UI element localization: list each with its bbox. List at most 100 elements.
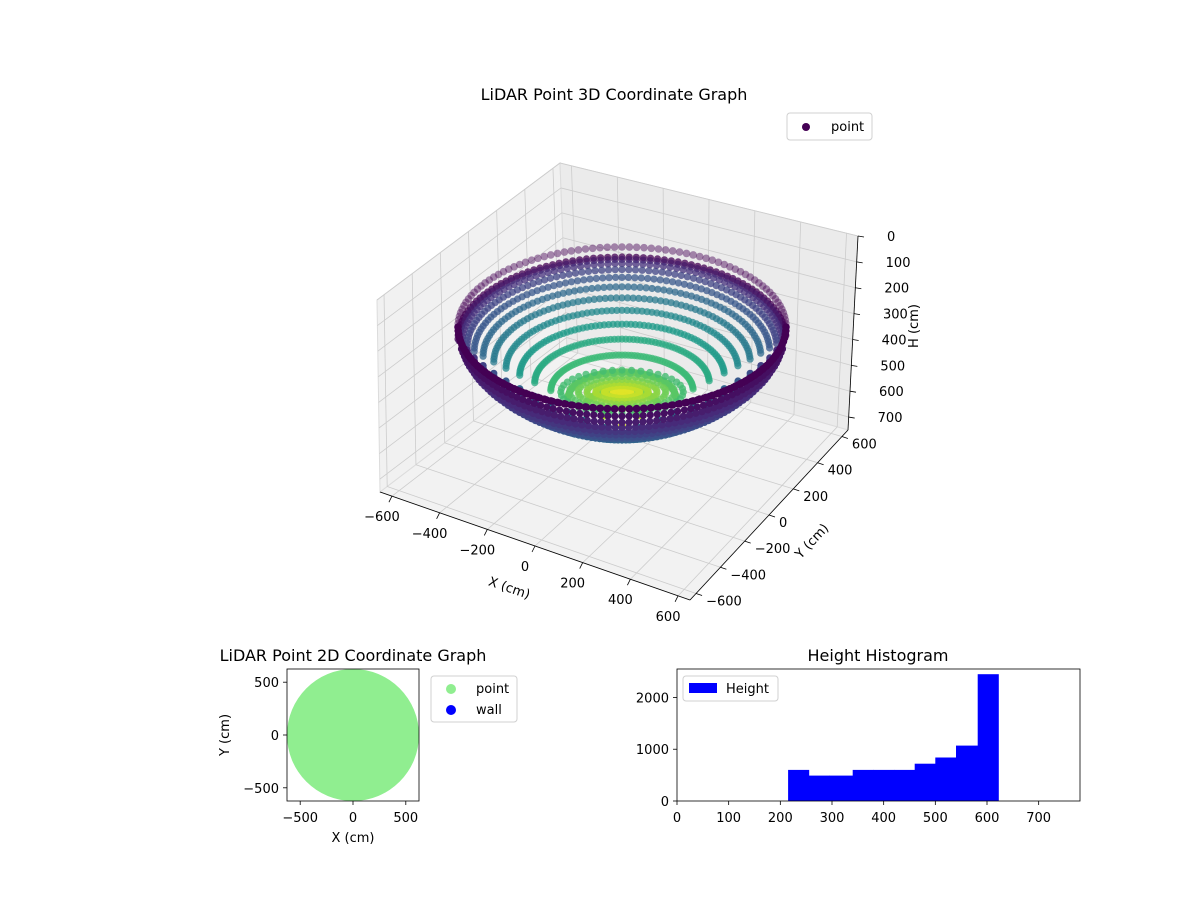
bowl-point bbox=[597, 260, 605, 268]
histogram-bar bbox=[956, 745, 979, 801]
bowl-point bbox=[604, 260, 612, 268]
bowl-rim-point bbox=[567, 247, 576, 255]
bowl-point bbox=[583, 261, 592, 270]
bowl-rim-point bbox=[755, 279, 763, 287]
bowl-rim-point bbox=[647, 403, 656, 412]
bowl-point bbox=[644, 274, 652, 283]
bowl-point bbox=[569, 408, 577, 416]
bowl-point bbox=[611, 260, 619, 268]
bowl-point bbox=[757, 349, 765, 357]
bowl-rim-point bbox=[574, 402, 583, 410]
tick-x bbox=[388, 495, 393, 503]
bowl-point bbox=[599, 274, 607, 282]
bowl-rim-point bbox=[603, 404, 612, 413]
bowl-point bbox=[604, 418, 612, 426]
tick-x bbox=[579, 562, 584, 569]
bowl-point bbox=[562, 407, 570, 415]
tick-label-z: 0 bbox=[887, 230, 895, 245]
bowl-rim-point bbox=[477, 282, 486, 290]
bowl-point bbox=[583, 416, 592, 425]
bowl-point bbox=[571, 269, 580, 277]
bowl-point bbox=[559, 289, 567, 297]
bowl-point bbox=[618, 273, 626, 281]
bowl-point bbox=[673, 414, 681, 422]
bowl-rim-point bbox=[553, 398, 562, 407]
bowl-point bbox=[576, 286, 584, 294]
bowl-point bbox=[636, 283, 644, 291]
bowl-point bbox=[586, 275, 594, 283]
bowl-rim-point bbox=[702, 254, 710, 263]
bowl-point bbox=[567, 278, 576, 286]
bowl-point bbox=[590, 368, 598, 377]
histogram-bar bbox=[935, 757, 957, 801]
tick-label-z: 300 bbox=[883, 308, 908, 323]
bowl-point bbox=[686, 267, 694, 275]
histogram-title: Height Histogram bbox=[808, 646, 949, 665]
point-region bbox=[287, 669, 419, 801]
bowl-point bbox=[632, 260, 640, 268]
bowl-point bbox=[695, 276, 704, 284]
grid-z-wall bbox=[376, 162, 561, 301]
plot-2d-ylabel: Y (cm) bbox=[218, 714, 233, 757]
bowl-point bbox=[651, 296, 659, 304]
bowl-rim-point bbox=[574, 246, 583, 254]
bowl-rim-point bbox=[454, 323, 462, 331]
bowl-rim-point bbox=[714, 389, 723, 398]
bowl-rim-point bbox=[458, 305, 466, 314]
bowl-rim-point bbox=[618, 243, 626, 251]
bowl-point bbox=[704, 272, 712, 280]
bowl-rim-point bbox=[567, 401, 576, 409]
tick-y bbox=[695, 593, 703, 596]
bowl-rim-point bbox=[481, 279, 489, 287]
bowl-rim-point bbox=[510, 263, 518, 271]
bowl-point bbox=[570, 287, 579, 295]
bowl-rim-point bbox=[467, 291, 476, 300]
bowl-point bbox=[646, 261, 654, 269]
bowl-rim-point bbox=[682, 398, 691, 407]
bowl-point bbox=[679, 266, 687, 274]
legend-marker-wall bbox=[446, 705, 456, 715]
bowl-point bbox=[563, 414, 571, 422]
bowl-rim-point bbox=[625, 243, 634, 251]
tick-label-y: 0 bbox=[661, 795, 669, 810]
bowl-rim-point bbox=[460, 301, 468, 310]
bowl-point bbox=[677, 271, 685, 280]
plot-2d-title: LiDAR Point 2D Coordinate Graph bbox=[220, 646, 487, 665]
bowl-rim-point bbox=[682, 249, 691, 258]
bowl-point bbox=[662, 277, 671, 285]
plot-3d-legend: point bbox=[786, 112, 873, 141]
bowl-point bbox=[580, 276, 588, 284]
bowl-point bbox=[590, 261, 598, 269]
z-axis-line bbox=[847, 235, 859, 431]
tick-label-y: 500 bbox=[254, 676, 279, 691]
plot-2d: LiDAR Point 2D Coordinate Graph −500 0 500… bbox=[218, 646, 518, 846]
bowl-point bbox=[628, 366, 636, 374]
tick-y bbox=[793, 488, 800, 492]
bowl-point bbox=[546, 274, 555, 282]
bowl-point bbox=[637, 274, 645, 282]
grid-x-back bbox=[793, 221, 802, 415]
bowl-point bbox=[624, 294, 632, 302]
bowl-point bbox=[650, 275, 658, 283]
bowl-rim-point bbox=[689, 251, 697, 259]
bowl-point bbox=[660, 409, 668, 417]
bowl-rim-point bbox=[547, 251, 555, 259]
bowl-point bbox=[582, 285, 590, 293]
histogram-bar bbox=[914, 763, 936, 801]
tick-label-x: 100 bbox=[716, 811, 741, 826]
bowl-point bbox=[653, 386, 661, 394]
bowl-point bbox=[711, 397, 720, 406]
bowl-rim-point bbox=[540, 252, 549, 261]
bowl-point bbox=[666, 415, 674, 423]
bowl-point bbox=[557, 266, 565, 274]
bowl-point bbox=[646, 411, 654, 419]
bowl-rim-point bbox=[714, 258, 723, 267]
bowl-rim-point bbox=[610, 243, 619, 251]
bowl-rim-point bbox=[618, 405, 626, 413]
bowl-point bbox=[588, 284, 596, 293]
bowl-point bbox=[553, 273, 561, 281]
bowl-point bbox=[591, 267, 599, 275]
bowl-rim-point bbox=[726, 263, 734, 271]
bowl-rim-point bbox=[473, 285, 482, 293]
bowl-rim-point bbox=[560, 400, 569, 408]
